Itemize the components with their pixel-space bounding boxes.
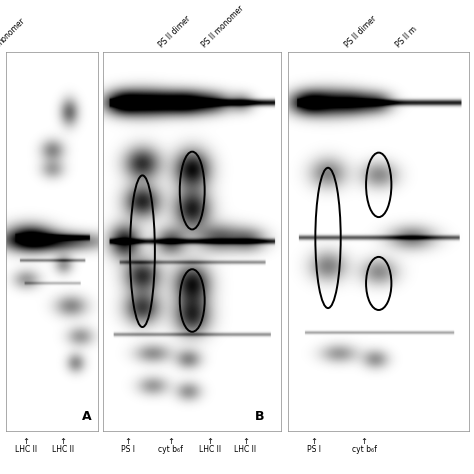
Text: ↑: ↑: [60, 437, 66, 446]
Text: LHC II: LHC II: [199, 445, 221, 454]
Text: LHC II: LHC II: [52, 445, 74, 454]
Text: PS II dimer: PS II dimer: [157, 14, 193, 50]
Text: cyt b₆f: cyt b₆f: [352, 445, 377, 454]
Text: A: A: [82, 410, 92, 423]
Text: LHC II: LHC II: [235, 445, 256, 454]
Text: B: B: [255, 410, 264, 423]
Text: ↑: ↑: [23, 437, 29, 446]
Text: LHC II: LHC II: [15, 445, 37, 454]
Text: ↑: ↑: [361, 437, 368, 446]
Text: ↑: ↑: [310, 437, 317, 446]
Text: ↑: ↑: [125, 437, 132, 446]
Text: PS II m: PS II m: [394, 25, 419, 50]
Text: monomer: monomer: [0, 16, 27, 48]
Text: ↑: ↑: [167, 437, 174, 446]
Text: PS II monomer: PS II monomer: [200, 4, 246, 50]
Text: ↑: ↑: [207, 437, 213, 446]
Text: PS I: PS I: [307, 445, 320, 454]
Text: PS I: PS I: [121, 445, 135, 454]
Text: cyt b₆f: cyt b₆f: [158, 445, 183, 454]
Text: ↑: ↑: [242, 437, 249, 446]
Text: PS II dimer: PS II dimer: [343, 14, 379, 50]
